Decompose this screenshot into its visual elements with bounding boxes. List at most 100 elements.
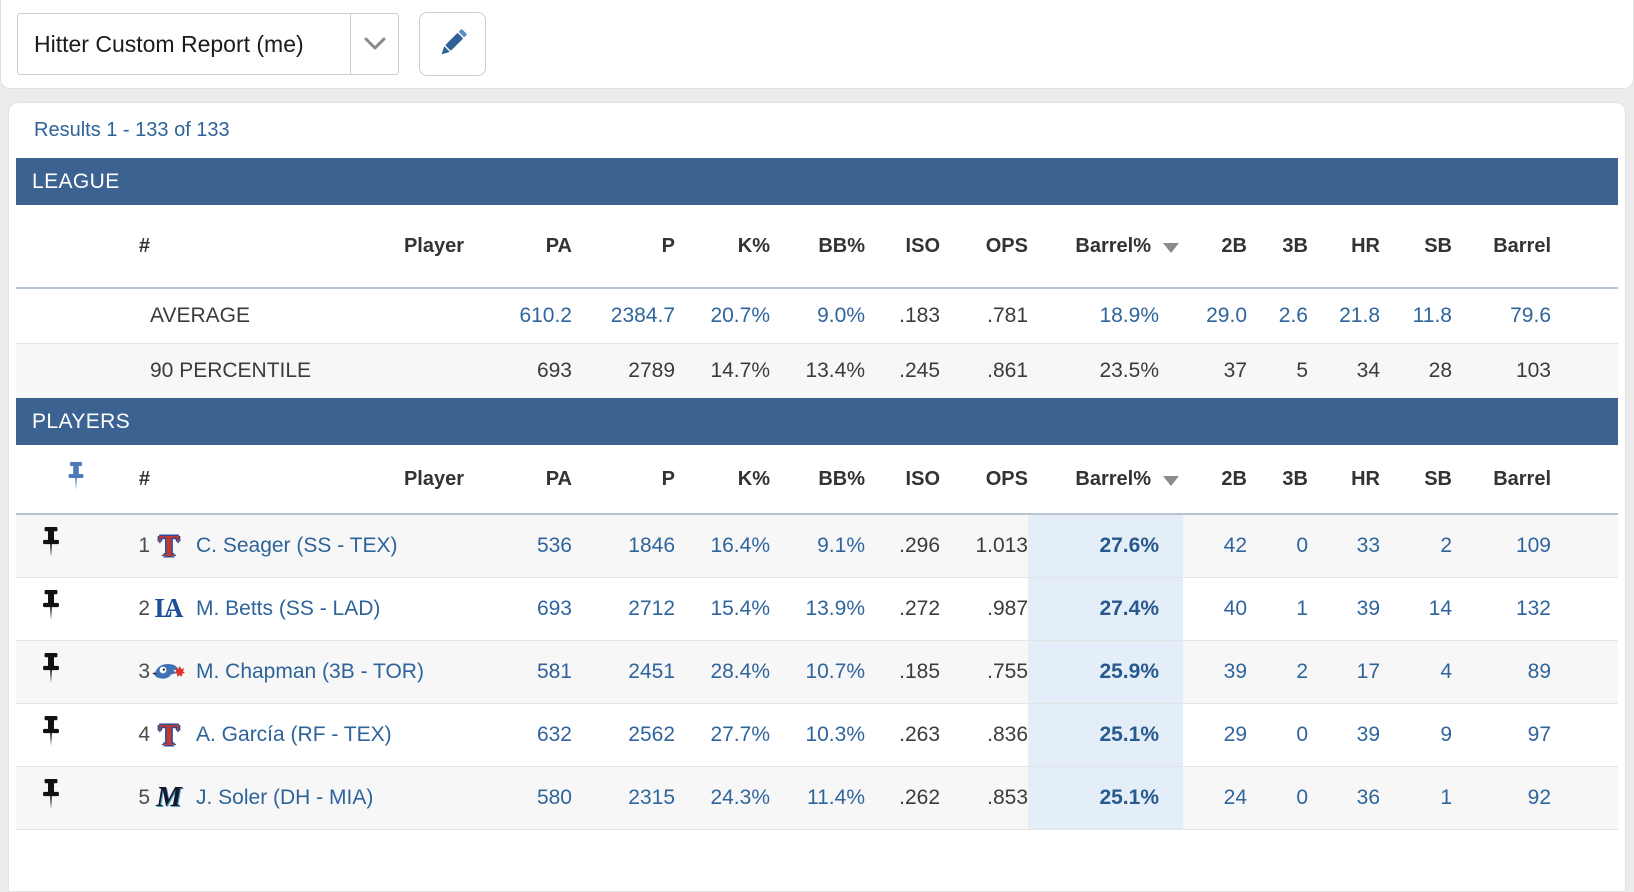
stat-3b: 0 [1247, 765, 1308, 830]
empty-cell [16, 342, 86, 398]
col-header-barrel[interactable]: Barrel [1452, 445, 1551, 515]
pin-cell [16, 514, 86, 577]
sort-desc-icon [1163, 242, 1179, 253]
col-header-barrel[interactable]: Barrel [1452, 205, 1551, 289]
col-header-bbpct[interactable]: BB% [770, 205, 865, 289]
col-header-kpct[interactable]: K% [675, 445, 770, 515]
col-header-hr[interactable]: HR [1308, 205, 1380, 289]
stat-ops: .836 [940, 702, 1028, 766]
edit-report-button[interactable] [419, 12, 486, 76]
stat-pa: 536 [536, 533, 572, 557]
stat-p: 2712 [572, 576, 675, 640]
stat-sb: 14 [1380, 576, 1452, 640]
spacer-cell [1551, 576, 1618, 640]
stat-ops: .781 [987, 303, 1028, 327]
results-count-link[interactable]: Results 1 - 133 of 133 [34, 119, 230, 141]
pin-icon [43, 527, 59, 558]
spacer-cell [1551, 514, 1618, 577]
league-row-label: AVERAGE [150, 303, 250, 327]
chevron-down-icon[interactable] [350, 14, 398, 74]
player-row: 5 M J. Soler (DH - MIA) 580 2315 24.3% 1… [16, 765, 1618, 830]
col-header-barrelpct[interactable]: Barrel% [1028, 445, 1183, 515]
stat-bbpct: 9.1% [817, 533, 865, 557]
col-header-hr[interactable]: HR [1308, 445, 1380, 515]
col-header-3b[interactable]: 3B [1247, 445, 1308, 515]
pin-button[interactable] [40, 653, 62, 684]
col-header-kpct[interactable]: K% [675, 205, 770, 289]
pin-cell [16, 765, 86, 830]
stat-kpct: 16.4% [710, 533, 770, 557]
pin-button[interactable] [40, 527, 62, 558]
report-select[interactable]: Hitter Custom Report (me) [17, 13, 399, 75]
pin-icon [43, 779, 59, 809]
player-name-link[interactable]: M. Chapman (3B - TOR) [196, 659, 424, 683]
pin-button[interactable] [40, 779, 62, 810]
col-header-p[interactable]: P [572, 445, 675, 515]
empty-cell [16, 288, 86, 343]
stat-sb: 2 [1440, 533, 1452, 557]
pin-cell [16, 639, 86, 703]
stat-sb: 11.8 [1412, 303, 1452, 327]
spacer-column [1551, 445, 1618, 515]
pin-button[interactable] [40, 590, 62, 621]
stat-hr: 39 [1308, 576, 1380, 640]
col-header-sb[interactable]: SB [1380, 445, 1452, 515]
stat-bbpct: 9.0% [817, 303, 865, 327]
col-header-p[interactable]: P [572, 205, 675, 289]
player-name-link[interactable]: M. Betts (SS - LAD) [196, 596, 381, 620]
player-name-link[interactable]: A. García (RF - TEX) [196, 722, 392, 746]
stat-p: 1846 [628, 533, 675, 557]
report-select-value: Hitter Custom Report (me) [34, 30, 304, 57]
stat-hr: 34 [1308, 342, 1380, 398]
spacer-cell [1551, 342, 1618, 398]
players-section-header: PLAYERS [16, 398, 1618, 445]
col-header-player[interactable]: Player [150, 445, 464, 515]
stat-iso: .272 [865, 576, 940, 640]
stat-3b: 5 [1247, 342, 1308, 398]
players-header-row: # Player PA P K% BB% ISO OPS Barrel% 2B … [16, 445, 1618, 515]
stat-barrel: 79.6 [1510, 303, 1551, 327]
stat-iso: .245 [865, 342, 940, 398]
stat-iso: .263 [865, 702, 940, 766]
league-average-row: AVERAGE 610.2 2384.7 20.7% 9.0% .183 .78… [16, 288, 1618, 343]
col-header-rank: # [86, 205, 150, 289]
stat-2b: 37 [1183, 342, 1247, 398]
league-90percentile-row: 90 PERCENTILE 693 2789 14.7% 13.4% .245 … [16, 342, 1618, 398]
col-header-player[interactable]: Player [150, 205, 464, 289]
col-header-3b[interactable]: 3B [1247, 205, 1308, 289]
stat-3b: 2 [1247, 639, 1308, 703]
col-header-pa[interactable]: PA [464, 205, 572, 289]
col-header-ops[interactable]: OPS [940, 445, 1028, 515]
stat-barrel: 103 [1452, 342, 1551, 398]
team-logo-tex: T [158, 528, 180, 564]
team-logo-mia: M [156, 781, 182, 813]
col-header-2b[interactable]: 2B [1183, 205, 1247, 289]
player-row: 1 T C. Seager (SS - TEX) 536 1846 16.4% … [16, 514, 1618, 577]
col-header-barrelpct[interactable]: Barrel% [1028, 205, 1183, 289]
stat-kpct: 15.4% [675, 576, 770, 640]
player-name-link[interactable]: J. Soler (DH - MIA) [196, 785, 374, 809]
col-header-iso[interactable]: ISO [865, 445, 940, 515]
player-name-link[interactable]: C. Seager (SS - TEX) [196, 533, 398, 557]
pin-column-header[interactable] [16, 445, 86, 515]
col-header-sb[interactable]: SB [1380, 205, 1452, 289]
stat-3b: 0 [1296, 533, 1308, 557]
player-cell: M. Chapman (3B - TOR) [150, 639, 464, 703]
stat-barrelpct: 27.4% [1028, 576, 1183, 640]
stat-pa: 580 [464, 765, 572, 830]
stat-barrelpct: 18.9% [1099, 303, 1159, 327]
col-header-2b[interactable]: 2B [1183, 445, 1247, 515]
player-rank: 3 [86, 639, 150, 703]
pin-icon [43, 716, 59, 746]
col-header-iso[interactable]: ISO [865, 205, 940, 289]
stat-barrel: 132 [1452, 576, 1551, 640]
col-header-ops[interactable]: OPS [940, 205, 1028, 289]
stat-2b: 42 [1223, 533, 1247, 557]
stat-2b: 24 [1183, 765, 1247, 830]
col-header-pa[interactable]: PA [464, 445, 572, 515]
col-header-bbpct[interactable]: BB% [770, 445, 865, 515]
stat-pa: 581 [464, 639, 572, 703]
stat-sb: 28 [1380, 342, 1452, 398]
league-row-label: 90 PERCENTILE [150, 342, 464, 398]
pin-button[interactable] [40, 716, 62, 747]
